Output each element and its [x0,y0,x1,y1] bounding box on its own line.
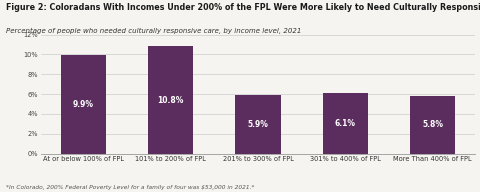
Bar [235,95,281,154]
Text: *In Colorado, 200% Federal Poverty Level for a family of four was $53,000 in 202: *In Colorado, 200% Federal Poverty Level… [6,185,254,190]
Bar [323,93,368,154]
Text: Percentage of people who needed culturally responsive care, by income level, 202: Percentage of people who needed cultural… [6,28,301,34]
Text: Figure 2: Coloradans With Incomes Under 200% of the FPL Were More Likely to Need: Figure 2: Coloradans With Incomes Under … [6,3,480,12]
Bar [60,55,106,154]
Bar [148,46,193,154]
Text: 6.1%: 6.1% [335,119,356,128]
Bar [410,96,456,154]
Text: 9.9%: 9.9% [73,100,94,109]
Text: 5.9%: 5.9% [248,120,268,129]
Text: 5.8%: 5.8% [422,120,443,129]
Text: 10.8%: 10.8% [157,96,184,104]
